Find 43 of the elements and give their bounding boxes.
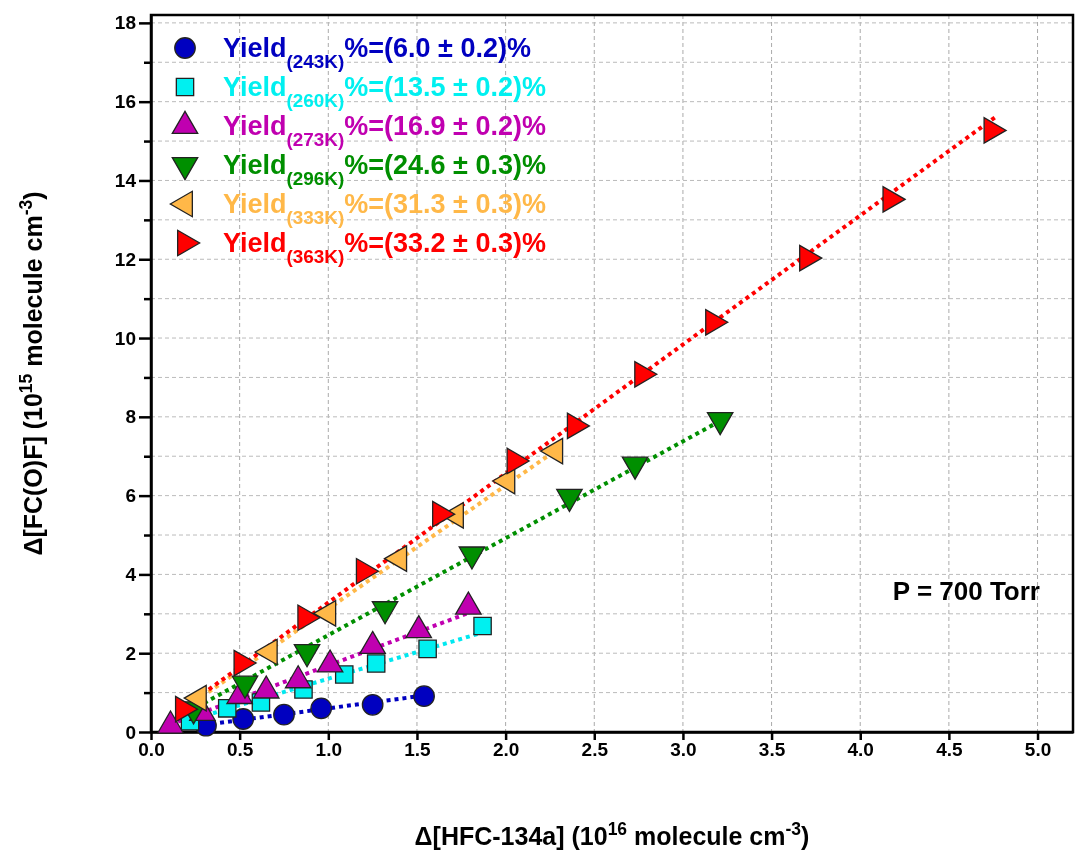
y-tick-label: 8 [125,406,136,428]
x-tick-label: 0.5 [226,739,254,761]
legend-label: Yield$_{(333K)}$%=(31.3 ± 0.3)% [223,189,546,228]
y-tick-label: 18 [114,12,136,34]
x-axis-title: Δ[HFC-134a] (10$^{16}$ molecule cm$^{-3}$) [414,819,810,850]
point [473,616,492,636]
y-tick-label: 10 [114,327,136,349]
x-tick-label: 2.5 [581,739,609,761]
point [705,308,729,336]
point [232,708,255,730]
y-tick-label: 4 [125,564,137,585]
y-tick-label: 6 [125,485,136,507]
point [361,693,384,716]
legend-label: Yield$_{(273K)}$%=(16.9 ± 0.2)% [223,111,546,150]
point [983,117,1007,144]
y-tick-label: 0 [125,721,136,743]
x-tick-label: 5.0 [1024,739,1052,761]
x-tick-label: 1.5 [404,739,432,761]
annotation: P = 700 Torr [892,576,1040,606]
point [310,697,333,720]
x-tick-label: 4.0 [847,739,874,761]
x-tick-label: 0.0 [138,739,165,761]
point [799,244,823,272]
y-tick-label: 16 [114,91,136,113]
x-tick-label: 3.5 [758,739,786,761]
legend-label: Yield$_{(296K)}$%=(24.6 ± 0.3)% [223,150,546,189]
y-tick-label: 12 [114,248,136,270]
x-tick-label: 2.0 [492,739,520,761]
x-tick-label: 3.0 [670,739,697,761]
x-tick-label: 1.0 [315,739,343,761]
point [634,360,658,388]
legend-label: Yield$_{(260K)}$%=(13.5 ± 0.2)% [223,72,546,111]
y-tick-label: 14 [114,170,137,192]
point [413,685,435,708]
x-tick-label: 4.5 [936,739,964,761]
point [882,186,906,213]
point [566,412,591,440]
legend-label: Yield$_{(363K)}$%=(33.2 ± 0.3)% [223,228,546,267]
y-tick-label: 2 [125,642,136,664]
legend-label: Yield$_{(243K)}$%=(6.0 ± 0.2)% [223,33,531,72]
point [366,654,386,673]
point [418,639,437,659]
point [273,703,295,726]
